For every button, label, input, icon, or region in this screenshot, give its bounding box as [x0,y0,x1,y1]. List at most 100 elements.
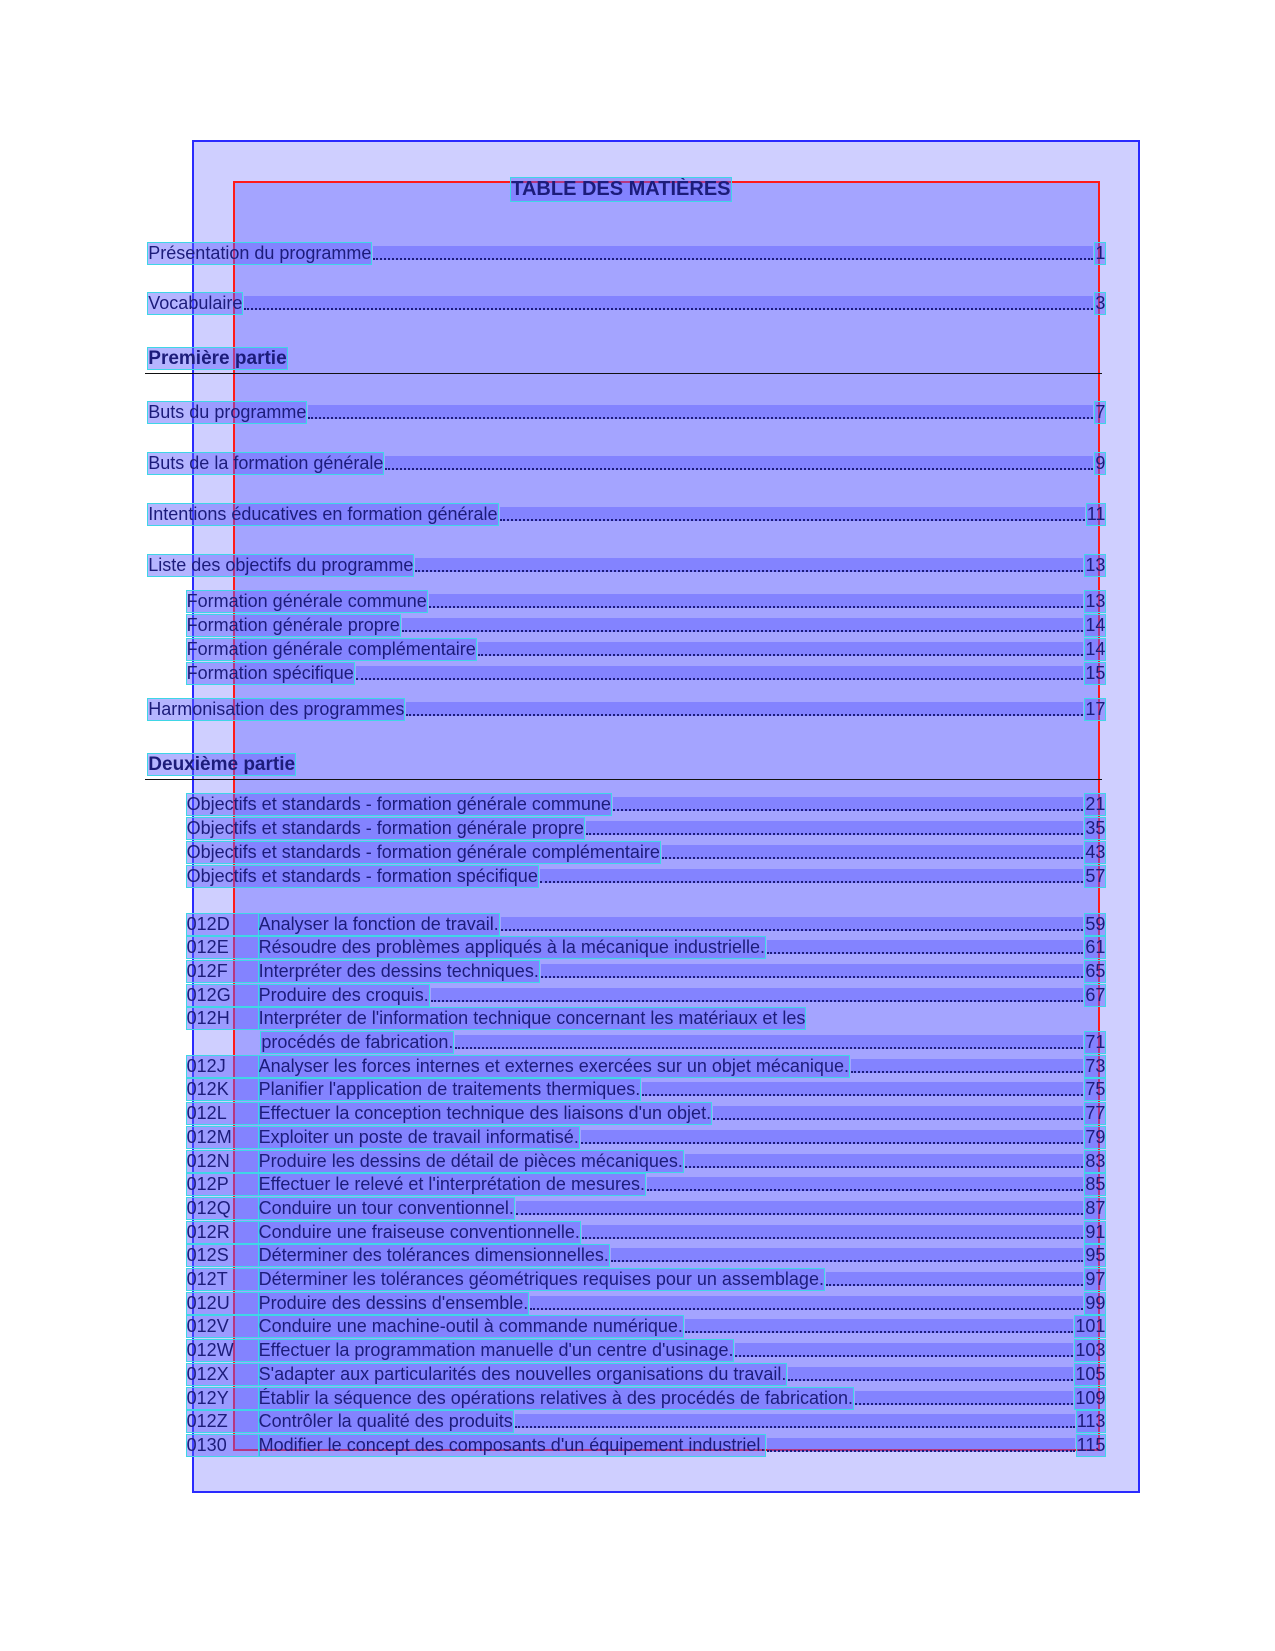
competency-code: 012R [185,1220,260,1244]
dot-leader [684,1319,1074,1334]
dot-leader [500,916,1084,931]
toc-row: Harmonisation des programmes 17 [147,697,1107,721]
toc-row: Objectifs et standards - formation spéci… [185,864,1107,888]
entry-text: Harmonisation des programmes [147,697,406,721]
page-number: 105 [1074,1362,1107,1386]
dot-leader [581,1224,1084,1239]
toc-row: Objectifs et standards - formation génér… [185,841,1107,865]
dot-leader [415,557,1084,572]
dot-leader [610,1248,1084,1263]
toc-row: 012Q Conduire un tour conventionnel. 87 [185,1196,1107,1220]
dot-leader [788,1366,1074,1381]
dot-leader [401,617,1084,632]
page-number: 3 [1094,292,1107,316]
entry-text: Résoudre des problèmes appliqués à la mé… [257,936,766,960]
heading-rule [145,373,1103,375]
page-number: 14 [1084,613,1107,637]
entry-text: Déterminer des tolérances dimensionnelle… [257,1244,610,1268]
page-number: 9 [1094,452,1107,476]
page-number: 75 [1084,1078,1107,1102]
page-number: 14 [1084,637,1107,661]
entry-text: Établir la séquence des opérations relat… [257,1386,855,1410]
page-number: 43 [1084,841,1107,865]
page-number: 1 [1094,241,1107,265]
dot-leader [455,1035,1084,1050]
dot-leader [355,665,1084,680]
entry-text: Buts de la formation générale [147,452,385,476]
competency-code: 012J [185,1054,260,1078]
page-number: 65 [1084,959,1107,983]
toc-row: Buts de la formation générale 9 [147,452,1107,476]
page-number: 73 [1084,1054,1107,1078]
toc-title: TABLE DES MATIÈRES [510,177,732,203]
competency-code: 012D [185,912,260,936]
dot-leader [406,701,1084,716]
dot-leader [642,1082,1084,1097]
entry-text: Effectuer la programmation manuelle d'un… [257,1339,735,1363]
toc-row: 012R Conduire une fraiseuse conventionnel… [185,1220,1107,1244]
toc-row: 012Y Établir la séquence des opérations r… [185,1386,1107,1410]
toc-row: Formation générale complémentaire 14 [185,637,1107,661]
toc-row: 012F Interpréter des dessins techniques. 6… [185,959,1107,983]
toc-row: 012W Effectuer la programmation manuelle … [185,1339,1107,1363]
toc-row: Buts du programme 7 [147,401,1107,425]
dot-leader [855,1390,1074,1405]
competency-code: 012H [185,1007,260,1031]
entry-text: Vocabulaire [147,292,244,316]
competency-code: 012S [185,1244,260,1268]
competency-code: 012Y [185,1386,260,1410]
competency-code: 012P [185,1173,260,1197]
toc-row: Présentation du programme 1 [147,241,1107,265]
entry-text: Formation générale propre [185,613,401,637]
entry-text: Conduire une fraiseuse conventionnelle. [257,1220,581,1244]
heading-rule [145,778,1103,780]
dot-leader [825,1272,1084,1287]
entry-text: Interpréter de l'information technique c… [257,1007,807,1031]
page-number: 115 [1075,1433,1107,1457]
dot-leader [585,821,1084,836]
dot-leader [530,1295,1084,1310]
toc-row: Objectifs et standards - formation génér… [185,817,1107,841]
competency-code: 012V [185,1315,260,1339]
page-number: 59 [1084,912,1107,936]
entry-text: Produire des croquis. [257,983,430,1007]
entry-text: Formation générale commune [185,590,428,614]
competency-code: 012G [185,983,260,1007]
page-number: 71 [1084,1031,1107,1055]
page-number: 85 [1084,1173,1107,1197]
entry-text: Produire les dessins de détail de pièces… [257,1149,684,1173]
page-number: 7 [1094,401,1107,425]
page-number: 95 [1084,1244,1107,1268]
dot-leader [661,845,1084,860]
competency-code: 012X [185,1362,260,1386]
dot-leader [515,1200,1084,1215]
dot-leader [514,1414,1075,1429]
toc-row: Première partie [147,347,1105,371]
competency-code: 0130 [185,1433,260,1457]
competency-code: 012N [185,1149,260,1173]
dot-leader [767,1437,1075,1452]
toc-row: 012Z Contrôler la qualité des produits 113 [185,1410,1107,1434]
page-number: 67 [1084,983,1107,1007]
dot-leader [430,987,1084,1002]
toc-row: 012M Exploiter un poste de travail inform… [185,1125,1107,1149]
toc-row: Formation générale commune 13 [185,590,1107,614]
entry-text: Objectifs et standards - formation génér… [185,793,612,817]
entry-text: S'adapter aux particularités des nouvell… [257,1362,788,1386]
entry-text: Effectuer la conception technique des li… [257,1102,713,1126]
page-number: 13 [1084,553,1107,577]
page-number: 61 [1084,936,1107,960]
entry-text: Analyser les forces internes et externes… [257,1054,850,1078]
entry-text: Planifier l'application de traitements t… [257,1078,642,1102]
toc-row: 012P Effectuer le relevé et l'interprétat… [185,1173,1107,1197]
competency-code: 012K [185,1078,260,1102]
page-number: 17 [1084,697,1107,721]
page-number: 11 [1085,502,1107,526]
entry-text: Déterminer les tolérances géométriques r… [257,1268,825,1292]
entry-text: Objectifs et standards - formation spéci… [185,864,539,888]
toc-row: 012V Conduire une machine-outil à command… [185,1315,1107,1339]
entry-text: Interpréter des dessins techniques. [257,959,540,983]
dot-leader [477,641,1084,656]
entry-text: procédés de fabrication. [260,1031,455,1055]
